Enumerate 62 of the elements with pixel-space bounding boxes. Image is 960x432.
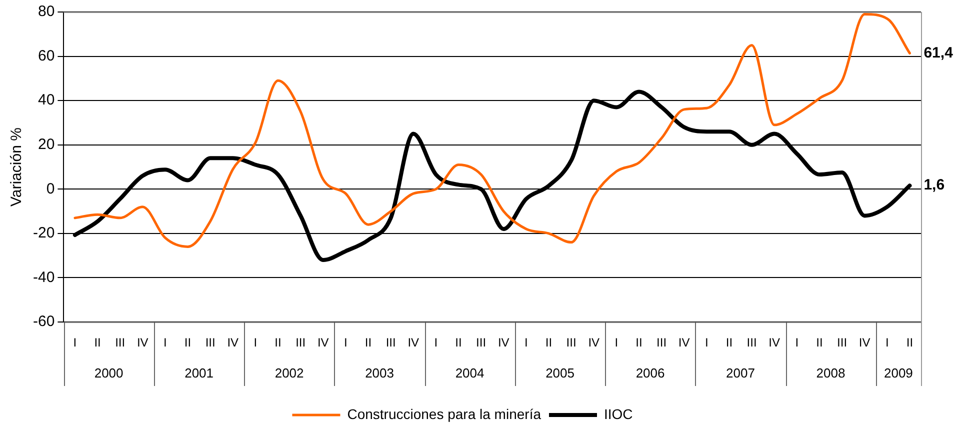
y-axis-title: Variación % — [8, 128, 26, 206]
x-tick-label: I — [344, 336, 348, 350]
data-label: 61,4 — [924, 44, 954, 62]
x-tick-label: IV — [498, 336, 510, 350]
x-tick-label: IV — [768, 336, 780, 350]
x-tick-label: I — [885, 336, 889, 350]
legend-label: Construcciones para la minería — [347, 406, 542, 422]
y-tick-label: -60 — [32, 313, 55, 330]
y-tick-label: 40 — [38, 92, 55, 109]
x-tick-label: III — [566, 336, 576, 350]
x-tick-label: IV — [136, 336, 148, 350]
x-tick-label: IV — [588, 336, 600, 350]
text: 2008 — [816, 366, 846, 381]
text: 2005 — [546, 366, 574, 381]
x-tick-label: I — [164, 336, 167, 350]
y-tick-label: 20 — [38, 136, 55, 153]
x-tick-label: II — [906, 336, 914, 350]
x-tick-label: II — [274, 336, 282, 350]
x-tick-label: III — [837, 336, 848, 350]
x-tick-label: IV — [678, 336, 690, 350]
x-tick-label: III — [386, 336, 396, 350]
text: 2006 — [636, 366, 665, 381]
x-tick-label: I — [73, 336, 77, 350]
x-tick-label: II — [816, 336, 823, 350]
x-tick-label: II — [364, 336, 372, 350]
x-tick-label: II — [726, 336, 733, 350]
y-tick-label: 60 — [38, 47, 55, 64]
legend-label: IIOC — [604, 406, 633, 422]
x-tick-label: III — [476, 336, 486, 350]
y-tick-label: -20 — [32, 224, 55, 242]
data-label: 1,6 — [924, 176, 945, 194]
x-tick-label: III — [296, 336, 306, 350]
y-tick-label: 0 — [46, 180, 55, 198]
text: 2001 — [184, 366, 214, 381]
line-series — [74, 12, 911, 248]
text: 2003 — [365, 366, 394, 381]
x-tick-label: III — [205, 336, 216, 350]
x-tick-label: III — [115, 336, 126, 350]
x-tick-label: I — [705, 336, 708, 350]
x-tick-label: IV — [317, 336, 329, 350]
x-tick-label: II — [455, 336, 462, 350]
x-tick-label: II — [545, 336, 552, 350]
x-tick-label: III — [656, 336, 667, 350]
x-tick-label: I — [795, 336, 799, 350]
text: 2002 — [274, 366, 304, 381]
x-tick-label: I — [524, 336, 528, 350]
x-tick-label: I — [434, 336, 438, 350]
x-tick-label: II — [636, 336, 642, 350]
text: 2004 — [455, 366, 484, 381]
x-tick-label: III — [746, 336, 757, 350]
x-tick-label: II — [184, 336, 192, 350]
text: 2009 — [884, 366, 913, 381]
y-tick-label: -40 — [32, 268, 55, 286]
x-tick-label: IV — [408, 336, 420, 350]
x-tick-label: I — [614, 336, 618, 350]
y-tick-label: 80 — [38, 3, 55, 20]
x-tick-label: I — [254, 336, 258, 350]
text: 2007 — [726, 366, 755, 381]
x-tick-label: IV — [227, 336, 239, 350]
text: 2000 — [94, 366, 124, 381]
x-tick-label: II — [94, 336, 101, 350]
x-tick-label: IV — [858, 336, 870, 350]
